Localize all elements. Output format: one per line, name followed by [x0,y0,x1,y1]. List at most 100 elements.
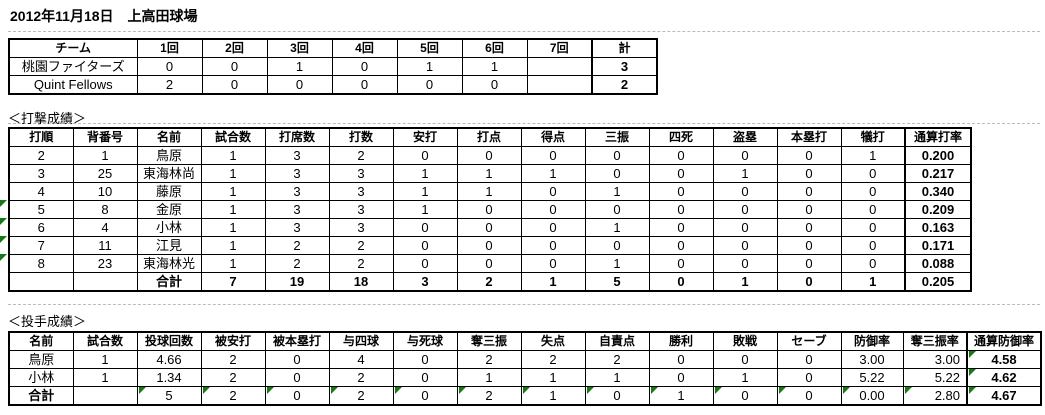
cell: 0 [584,200,650,219]
cell: 0 [712,182,778,201]
error-indicator-icon [458,387,466,394]
cell: 2 [328,254,394,273]
cell: 0 [840,254,906,273]
cell: Quint Fellows [8,75,138,95]
cell: 7 [200,272,266,292]
cell: 0 [456,254,522,273]
cell: 0 [201,75,268,95]
column-header: 1回 [136,38,203,58]
column-header: 5回 [396,38,463,58]
column-header: 敗戦 [712,331,778,351]
cell: 0 [648,272,714,292]
cell: 1 [456,182,522,201]
cell: 18 [328,272,394,292]
cell: 0 [648,200,714,219]
cell: 1 [200,218,266,237]
cell: 7 [0,236,74,255]
cell: 3 [8,164,74,183]
cell: 0 [840,218,906,237]
cell: 1 [392,164,458,183]
cell: 0.209 [904,200,972,219]
cell: 3 [328,182,394,201]
cell: 1 [456,164,522,183]
cell: 0 [456,200,522,219]
cell: 19 [264,272,330,292]
column-header: 失点 [520,331,586,351]
cell [526,75,593,95]
cell: 鳥原 [8,350,74,369]
cell: 1 [200,236,266,255]
cell: 1 [392,182,458,201]
cell: 0.088 [904,254,972,273]
cell: 1 [72,146,138,165]
cell: 0 [264,386,330,406]
cell: 0 [584,146,650,165]
column-header: 安打 [392,127,458,147]
cell: 2 [328,368,394,387]
column-header: 名前 [136,127,202,147]
error-indicator-icon [522,387,530,394]
cell: 1 [200,200,266,219]
cell: 2 [456,350,522,369]
error-indicator-icon [842,387,850,394]
cell: 0 [396,75,463,95]
column-header: 被安打 [200,331,266,351]
column-header: 投球回数 [136,331,202,351]
cell: 0 [456,236,522,255]
error-indicator-icon [650,387,658,394]
cell: 0 [520,146,586,165]
cell: 合計 [136,272,202,292]
cell: 0 [648,146,714,165]
batting-row: 6 4 小林 1 3 3 0 0 0 1 0 0 0 0 0.163 [0,218,972,237]
cell: 0 [776,218,842,237]
cell: 2 [264,236,330,255]
cell: 2 [520,350,586,369]
cell: 8 [72,200,138,219]
cell: 3.00 [840,350,904,369]
cell: 4 [8,182,74,201]
cell: 2 [456,272,522,292]
cell: 0 [331,75,398,95]
cell: 0 [648,236,714,255]
cell: 2 [456,386,522,406]
column-header: 被本塁打 [264,331,330,351]
cell: 0 [392,386,458,406]
pitching-section-label: ＜投手成績＞ [8,314,87,329]
cell: 2 [264,254,330,273]
cell: 1 [712,368,778,387]
cell: 1 [712,272,778,292]
cell: 0 [392,350,458,369]
column-header: 試合数 [72,331,138,351]
cell: 0 [648,182,714,201]
column-header: 7回 [526,38,593,58]
cell: 3 [264,182,330,201]
cell: 4.58 [966,350,1042,369]
error-indicator-icon [904,387,912,394]
column-header: 三振 [584,127,650,147]
error-indicator-icon [330,387,338,394]
cell: 0 [712,236,778,255]
cell: 0 [264,350,330,369]
cell: 3 [591,57,658,76]
column-header: 得点 [520,127,586,147]
cell: 1 [840,272,906,292]
error-indicator-icon [714,387,722,394]
cell: 4.67 [966,386,1042,406]
column-header: 犠打 [840,127,906,147]
cell: 0 [776,164,842,183]
cell: 0 [840,164,906,183]
column-header: 本塁打 [776,127,842,147]
column-header: 打席数 [264,127,330,147]
page-title: 2012年11月18日 上高田球場 [10,8,198,24]
column-header: 3回 [266,38,333,58]
cell: 0 [712,200,778,219]
batting-header-row: 打順 背番号 名前 試合数 打席数 打数 安打 打点 得点 三振 四死 盗塁 本塁打 犠打 通算打率 [8,127,972,147]
cell: 4.62 [966,368,1042,387]
column-header: 盗塁 [712,127,778,147]
error-indicator-icon [969,351,976,358]
cell: 合計 [8,386,74,406]
cell [8,272,74,292]
cell: 1 [396,57,463,76]
cell: 1 [520,272,586,292]
